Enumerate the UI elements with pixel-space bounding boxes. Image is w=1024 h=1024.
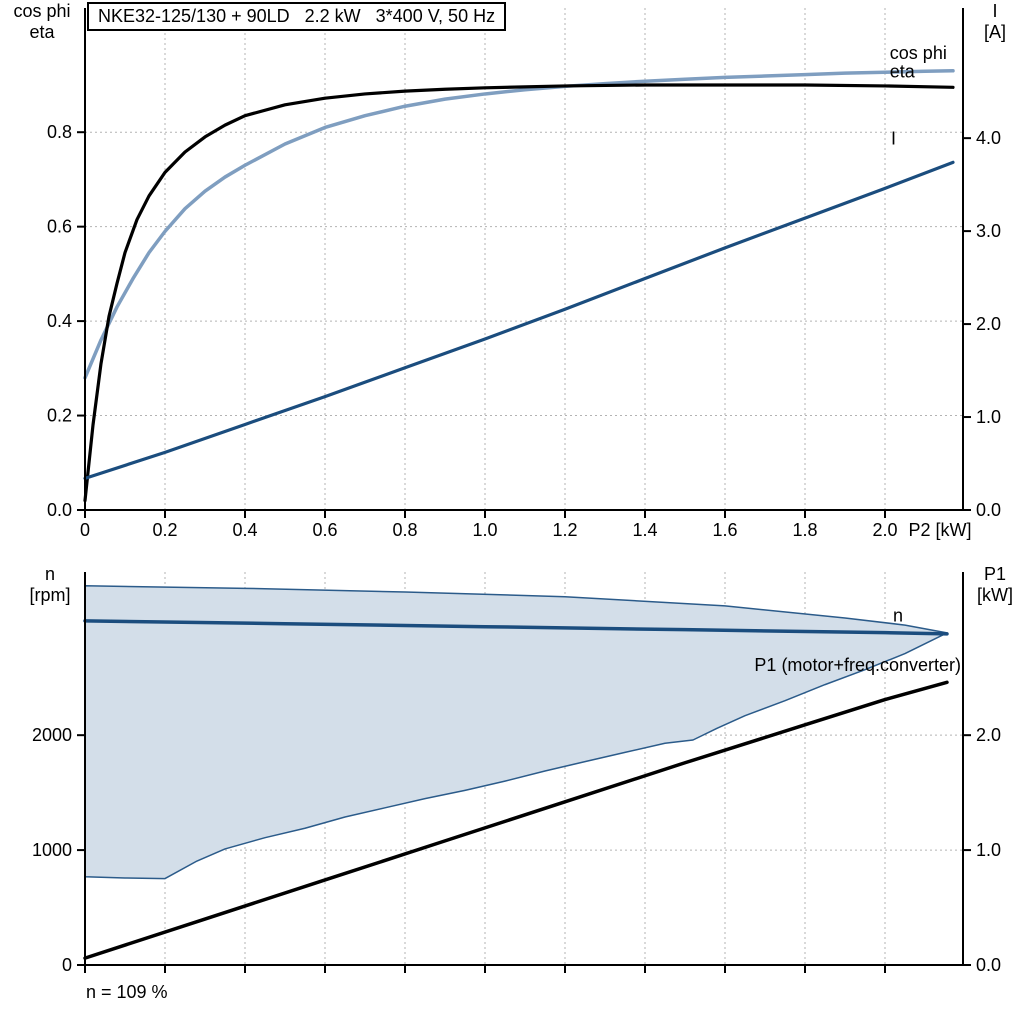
chart-text: 1.4: [632, 520, 657, 540]
chart-text: 0.0: [976, 955, 1001, 975]
speed-power-chart: 0 1000 2000 0.0 1.0 2.0 n P1 (motor+freq.conver…: [32, 572, 1001, 975]
left-axis-title-line2: eta: [29, 22, 55, 42]
chart-text: 0.8: [47, 122, 72, 142]
left-axis-title-line2: [rpm]: [29, 585, 71, 605]
chart-text: I: [891, 129, 896, 149]
speed-control-range: [84, 585, 948, 880]
chart-text: 1.0: [976, 840, 1001, 860]
chart-text: eta: [890, 61, 916, 81]
chart-text: 0.4: [232, 520, 257, 540]
chart-title-box: NKE32-125/130 + 90LD 2.2 kW 3*400 V, 50 …: [87, 2, 507, 31]
chart-text: 1.0: [976, 407, 1001, 427]
chart-text: 0: [80, 520, 90, 540]
chart-text: 0.6: [312, 520, 337, 540]
series-current-I: [83, 160, 955, 480]
chart-text: 0.2: [47, 406, 72, 426]
left-axis-title-bottom-chart: n [rpm]: [14, 564, 86, 606]
right-axis-title-top-chart: I [A]: [969, 1, 1021, 43]
chart-text: 1000: [32, 840, 72, 860]
chart-text: 1.6: [712, 520, 737, 540]
chart-text: P1 (motor+freq.converter): [754, 655, 961, 675]
chart-text: n: [893, 605, 903, 625]
left-axis-title-line1: n: [44, 564, 55, 584]
left-axis-title-top-chart: cos phi eta: [0, 1, 84, 43]
chart-text: 1.8: [792, 520, 817, 540]
chart-text: 2.0: [976, 725, 1001, 745]
right-axis-title-line2: [A]: [983, 22, 1006, 42]
right-axis-title-bottom-chart: P1 [kW]: [967, 564, 1023, 606]
series-p1-motor-freq-converter: [83, 680, 949, 960]
chart-text: 3.0: [976, 221, 1001, 241]
chart-text: 0.6: [47, 217, 72, 237]
series-cos-phi: [83, 69, 955, 380]
chart-text: 4.0: [976, 128, 1001, 148]
series-eta: [83, 83, 955, 503]
right-axis-title-line1: I: [992, 1, 998, 21]
chart-text: 0.2: [152, 520, 177, 540]
chart-text: cos phi: [890, 43, 947, 63]
speed-percentage-note: n = 109 %: [86, 982, 168, 1002]
chart-text: 0.0: [47, 500, 72, 520]
chart-text: 0: [62, 955, 72, 975]
chart-text: 0.0: [976, 500, 1001, 520]
chart-text: 2.0: [872, 520, 897, 540]
chart-text: 0.8: [392, 520, 417, 540]
motor-curves-chart: 0.0 0.2 0.4 0.6 0.8 0.0 1.0 2.0 3.0 4.0 0 0.2 0.4 0.6…: [47, 8, 1001, 540]
chart-text: 2000: [32, 725, 72, 745]
chart-text: 1.0: [472, 520, 497, 540]
left-axis-title-line1: cos phi: [13, 1, 71, 21]
chart-text: 2.0: [976, 314, 1001, 334]
chart-text: P2 [kW]: [908, 520, 971, 540]
series-speed-n: [83, 619, 949, 636]
right-axis-title-line1: P1: [983, 564, 1007, 584]
right-axis-title-line2: [kW]: [977, 585, 1013, 605]
chart-text: 0.4: [47, 311, 72, 331]
chart-text: 1.2: [552, 520, 577, 540]
